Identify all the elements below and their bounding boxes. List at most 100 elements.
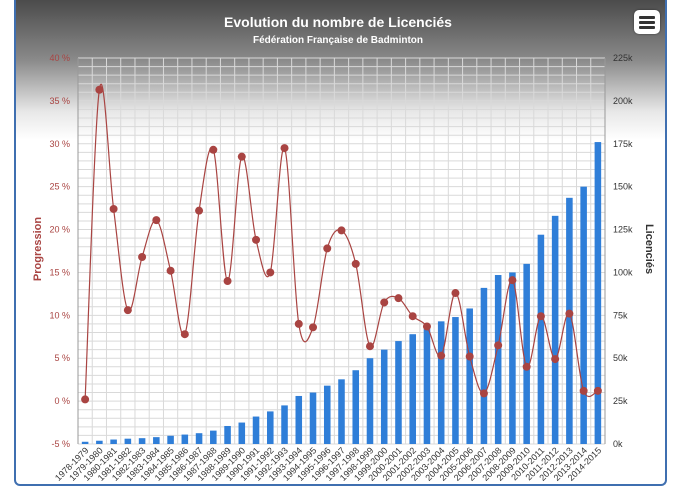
bar-series-licencies xyxy=(81,142,602,444)
point-progression xyxy=(536,312,545,321)
right-axis-tick-label: 225k xyxy=(613,53,633,63)
point-progression xyxy=(252,235,261,244)
progression-markers xyxy=(81,85,602,404)
point-progression xyxy=(365,342,374,351)
point-progression xyxy=(422,322,431,331)
point-progression xyxy=(465,352,474,361)
bar-licencies xyxy=(138,438,146,444)
point-progression xyxy=(593,386,602,395)
point-progression xyxy=(337,226,346,235)
right-axis-tick-label: 200k xyxy=(613,96,633,106)
point-progression xyxy=(565,309,574,318)
point-progression xyxy=(323,244,332,253)
left-axis-tick-label: 20 % xyxy=(49,225,70,235)
point-progression xyxy=(380,298,389,307)
bar-licencies xyxy=(537,234,545,444)
bar-licencies xyxy=(480,287,488,444)
hamburger-menu-icon-bar xyxy=(639,26,655,29)
bar-licencies xyxy=(409,334,416,444)
bar-licencies xyxy=(96,440,103,444)
bar-licencies xyxy=(338,379,345,444)
left-axis-title: Progression xyxy=(32,217,44,281)
point-progression xyxy=(294,319,303,328)
point-progression xyxy=(579,386,588,395)
right-axis-tick-label: 175k xyxy=(613,139,633,149)
point-progression xyxy=(152,216,161,225)
point-progression xyxy=(195,206,204,215)
bar-licencies xyxy=(81,441,89,444)
bar-licencies xyxy=(252,416,260,444)
bar-licencies xyxy=(594,142,602,444)
left-axis-tick-label: -5 % xyxy=(51,439,70,449)
bar-licencies xyxy=(295,395,303,444)
bar-licencies xyxy=(509,272,516,444)
bar-licencies xyxy=(181,434,189,444)
left-axis-tick-label: 5 % xyxy=(54,353,70,363)
chart-menu-button[interactable] xyxy=(634,10,660,34)
right-axis-tick-label: 150k xyxy=(613,182,633,192)
x-axis: 1978-19791979-19801980-19811981-19821982… xyxy=(53,445,603,483)
bar-licencies xyxy=(238,422,246,444)
bar-licencies xyxy=(366,358,374,444)
hamburger-menu-icon-bar xyxy=(639,21,655,24)
point-progression xyxy=(109,204,118,213)
bar-licencies xyxy=(309,392,317,444)
point-progression xyxy=(280,144,289,153)
point-progression xyxy=(551,355,560,364)
bar-licencies xyxy=(380,349,388,444)
left-axis-tick-label: 25 % xyxy=(49,182,70,192)
bar-licencies xyxy=(494,275,502,444)
point-progression xyxy=(522,362,531,371)
point-progression xyxy=(408,312,417,321)
right-axis-tick-label: 100k xyxy=(613,267,633,277)
point-progression xyxy=(95,85,104,94)
point-progression xyxy=(394,294,403,303)
point-progression xyxy=(309,323,318,332)
bar-licencies xyxy=(281,405,288,444)
left-axis-tick-label: 40 % xyxy=(49,53,70,63)
right-axis-tick-label: 50k xyxy=(613,353,628,363)
right-axis: 0k 25k 50k 75k 100k 125k 150k 175k 200k 225k xyxy=(613,53,633,449)
bar-licencies xyxy=(523,263,530,444)
bar-licencies xyxy=(110,439,117,444)
point-progression xyxy=(451,289,460,298)
left-axis: -5 % 0 % 5 % 10 % 15 % 20 % 25 % 30 % 35 % 40 % xyxy=(49,53,70,449)
point-progression xyxy=(237,152,246,161)
bar-licencies xyxy=(466,308,473,444)
point-progression xyxy=(437,351,446,360)
point-progression xyxy=(81,395,90,404)
bar-licencies xyxy=(423,329,431,444)
bar-licencies xyxy=(395,341,402,444)
right-axis-tick-label: 75k xyxy=(613,310,628,320)
bar-licencies xyxy=(452,317,459,444)
left-axis-tick-label: 10 % xyxy=(49,310,70,320)
point-progression xyxy=(494,341,503,350)
point-progression xyxy=(209,145,218,154)
bar-licencies xyxy=(153,437,160,444)
bar-licencies xyxy=(352,370,360,444)
bar-licencies xyxy=(551,215,559,444)
point-progression xyxy=(166,266,175,275)
bar-licencies xyxy=(167,435,174,444)
line-series-progression xyxy=(84,83,599,400)
right-axis-tick-label: 125k xyxy=(613,225,633,235)
point-progression xyxy=(138,253,147,262)
chart-subtitle: Fédération Française de Badminton xyxy=(253,35,423,46)
right-axis-tick-label: 0k xyxy=(613,439,623,449)
right-axis-tick-label: 25k xyxy=(613,396,628,406)
point-progression xyxy=(479,389,488,398)
bar-licencies xyxy=(210,430,217,444)
bar-licencies xyxy=(224,425,231,444)
point-progression xyxy=(508,276,517,285)
point-progression xyxy=(180,330,189,339)
bar-licencies xyxy=(566,197,573,444)
hamburger-menu-icon xyxy=(639,16,655,19)
left-axis-tick-label: 35 % xyxy=(49,96,70,106)
bar-licencies xyxy=(195,433,203,444)
bar-licencies xyxy=(580,186,587,444)
bar-licencies xyxy=(267,411,274,444)
right-axis-title: Licenciés xyxy=(643,224,655,274)
left-axis-tick-label: 0 % xyxy=(54,396,70,406)
point-progression xyxy=(266,268,275,277)
